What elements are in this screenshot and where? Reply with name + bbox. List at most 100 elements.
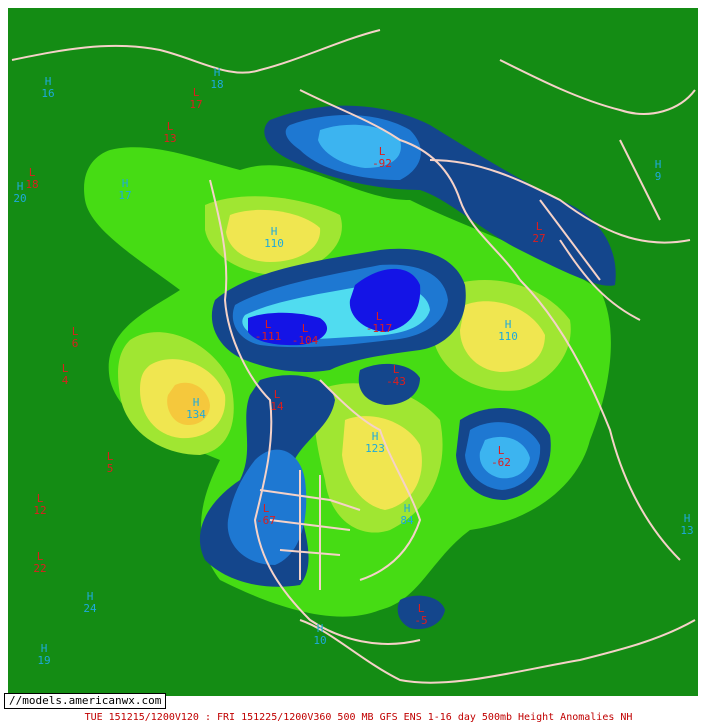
border	[539, 139, 661, 321]
center-type: H	[505, 318, 512, 331]
low-center-label: L-92	[372, 145, 392, 170]
center-value: 13	[163, 132, 176, 145]
center-type: L	[37, 550, 44, 563]
high-center-label: H13	[680, 512, 693, 537]
center-value: 18	[25, 178, 38, 191]
center-type: L	[107, 450, 114, 463]
pressure-labels: H110H134H123H110H84L-92L-111L-104L-117L-…	[13, 66, 693, 667]
center-value: -5	[414, 614, 427, 627]
coastline	[319, 379, 422, 581]
positive-field-yellow	[226, 209, 321, 262]
coastline	[429, 159, 691, 244]
center-value: -67	[256, 514, 276, 527]
center-value: -43	[386, 375, 406, 388]
high-center-label: H84	[400, 502, 414, 527]
center-type: L	[263, 502, 270, 515]
center-value: 22	[33, 562, 46, 575]
center-value: 12	[33, 504, 46, 517]
negative-field-mid	[227, 449, 307, 565]
center-type: H	[45, 75, 52, 88]
center-value: 5	[107, 462, 114, 475]
center-type: L	[29, 166, 36, 179]
high-center-label: H19	[37, 642, 50, 667]
center-value: 9	[655, 170, 662, 183]
center-value: 123	[365, 442, 385, 455]
coastlines	[11, 29, 696, 684]
low-center-label: L27	[532, 220, 545, 245]
center-value: 20	[13, 192, 26, 205]
center-type: H	[214, 66, 221, 79]
coastline	[11, 29, 381, 74]
center-value: 110	[264, 237, 284, 250]
center-value: -92	[372, 157, 392, 170]
center-value: 110	[498, 330, 518, 343]
high-center-label: H24	[83, 590, 97, 615]
low-center-label: L4	[62, 362, 69, 387]
negative-field-light	[318, 124, 401, 168]
center-type: L	[193, 86, 200, 99]
center-type: L	[265, 318, 272, 331]
coastline	[519, 279, 681, 561]
center-value: 27	[532, 232, 545, 245]
high-center-label: H20	[13, 180, 26, 205]
center-value: 18	[210, 78, 223, 91]
center-value: 6	[72, 337, 79, 350]
low-center-label: L12	[33, 492, 46, 517]
center-value: 17	[118, 189, 131, 202]
center-type: L	[536, 220, 543, 233]
low-center-label: L13	[163, 120, 176, 145]
positive-field-yellow	[460, 301, 545, 372]
center-value: -104	[292, 334, 319, 347]
center-type: H	[404, 502, 411, 515]
center-value: 13	[680, 524, 693, 537]
center-value: 10	[313, 634, 326, 647]
center-type: L	[62, 362, 69, 375]
coastline	[299, 619, 696, 684]
center-type: H	[271, 225, 278, 238]
negative-field-deep	[248, 312, 328, 346]
center-type: L	[167, 120, 174, 133]
low-center-label: L17	[189, 86, 202, 111]
center-value: 24	[83, 602, 97, 615]
low-center-label: L14	[270, 388, 284, 413]
negative-field-light	[479, 436, 530, 479]
high-center-label: H16	[41, 75, 54, 100]
low-center-label: L18	[25, 166, 38, 191]
center-value: 17	[189, 98, 202, 111]
negative-field-deep	[349, 268, 421, 332]
center-type: H	[193, 396, 200, 409]
high-center-label: H17	[118, 177, 131, 202]
center-type: L	[376, 310, 383, 323]
low-center-label: L-111	[255, 318, 282, 343]
low-center-label: L-104	[292, 322, 319, 347]
low-center-label: L-5	[414, 602, 427, 627]
watermark-url: //models.americanwx.com	[4, 693, 167, 709]
map-caption: TUE 151215/1200V120 : FRI 151225/1200V36…	[84, 712, 633, 723]
center-value: 16	[41, 87, 54, 100]
center-type: H	[317, 622, 324, 635]
high-center-label: H9	[655, 158, 662, 183]
center-type: H	[87, 590, 94, 603]
center-type: L	[498, 444, 505, 457]
low-center-label: L22	[33, 550, 46, 575]
center-value: -111	[255, 330, 282, 343]
center-value: 4	[62, 374, 69, 387]
low-center-label: L6	[72, 325, 79, 350]
center-type: H	[372, 430, 379, 443]
coastline	[209, 179, 421, 645]
low-center-label: L5	[107, 450, 114, 475]
coastline	[499, 59, 696, 115]
center-value: -117	[366, 322, 393, 335]
positive-field	[84, 147, 611, 617]
center-value: -62	[491, 456, 511, 469]
center-type: H	[655, 158, 662, 171]
negative-field	[397, 595, 445, 630]
center-type: L	[302, 322, 309, 335]
center-value: 14	[270, 400, 284, 413]
center-value: 19	[37, 654, 50, 667]
center-type: L	[72, 325, 79, 338]
